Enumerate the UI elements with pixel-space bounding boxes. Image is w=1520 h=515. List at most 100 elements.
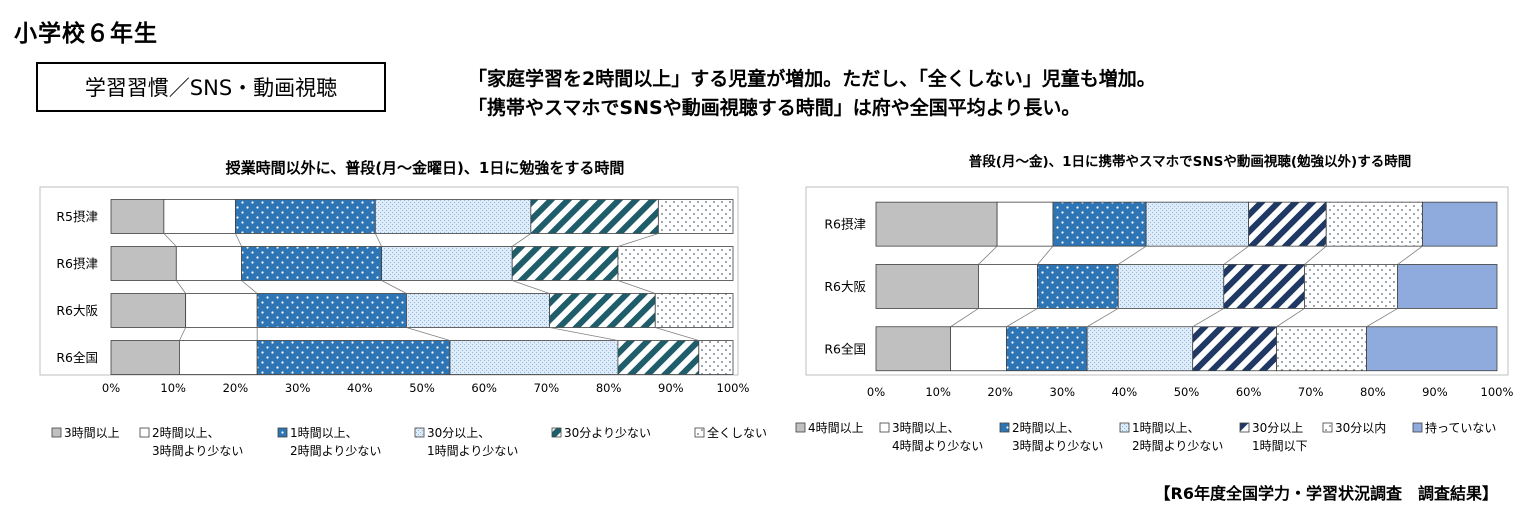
legend-swatch [1322, 422, 1333, 433]
chart-title: 授業時間以外に、普段(月～金曜日)、1日に勉強をする時間 [226, 159, 625, 177]
x-tick-label: 20% [987, 385, 1013, 399]
bar-segment [549, 293, 656, 328]
connector-line [1037, 245, 1054, 265]
bar-segment [1145, 201, 1250, 247]
connector-line [617, 233, 659, 247]
study-time-chart: 授業時間以外に、普段(月～金曜日)、1日に勉強をする時間 R5摂津 R6摂津 R6大阪… [39, 159, 767, 458]
x-tick-label: 80% [1360, 385, 1386, 399]
plot-frame [805, 186, 1509, 376]
legend-label: 3時間より少ない [152, 444, 243, 458]
bar-segment [1086, 326, 1194, 372]
headline-line-1: 「家庭学習を2時間以上」する児童が増加。ただし、「全くしない」児童も増加。 [468, 68, 1156, 90]
x-tick-label: 30% [1050, 385, 1076, 399]
connector-line [511, 233, 532, 247]
bar-segment [110, 199, 165, 234]
connector-line [1276, 308, 1305, 328]
bar-segment [1037, 264, 1119, 309]
legend-label: 全くしない [707, 425, 767, 440]
bar-segment [875, 264, 979, 309]
legend-swatch [879, 422, 890, 433]
legend-swatch [51, 427, 62, 438]
legend-label: 2時間以上、 [1012, 421, 1080, 435]
legend-swatch [795, 422, 806, 433]
legend-label: 4時間以上 [808, 421, 864, 435]
x-tick-label: 60% [471, 381, 497, 395]
legend-swatch [1412, 422, 1423, 433]
plot-frame [39, 186, 739, 376]
bar-segment [1248, 201, 1327, 247]
legend-swatch [277, 427, 288, 438]
bar-segment [996, 201, 1054, 247]
bar-segment [698, 340, 734, 375]
bar-segment [1117, 264, 1225, 309]
connector-line [374, 233, 382, 247]
bar-segment [1366, 326, 1498, 372]
bar-segment [1192, 326, 1277, 372]
bar-segment [511, 246, 619, 281]
bar-segment [381, 246, 513, 281]
topic-box: 学習習慣／SNS・動画視聴 [36, 62, 386, 112]
x-tick-label: 10% [160, 381, 186, 395]
connector-line [950, 308, 979, 328]
bar-segment [110, 246, 177, 281]
bar-segment [241, 246, 382, 281]
bar-segment [1325, 201, 1423, 247]
category-label: R6全国 [824, 341, 866, 356]
bar-segment [1276, 326, 1367, 372]
bar-segment [1422, 201, 1498, 247]
bar-segment [875, 326, 951, 372]
bar-segment [449, 340, 619, 375]
connector-line [512, 280, 550, 294]
connector-line [175, 280, 186, 294]
x-tick-label: 70% [534, 381, 560, 395]
connector-line [549, 327, 619, 341]
bar-segment [1304, 264, 1399, 309]
x-tick-label: 0% [867, 385, 885, 399]
legend-label: 3時間より少ない [1012, 439, 1103, 453]
legend-label: 2時間より少ない [1132, 439, 1223, 453]
x-tick-label: 40% [1112, 385, 1138, 399]
legend-label: 4時間より少ない [892, 439, 983, 453]
source-note: 【R6年度全国学力・学習状況調査 調査結果】 [1154, 484, 1498, 503]
bar-segment [1397, 264, 1498, 309]
legend-swatch [999, 422, 1010, 433]
connector-line [1086, 308, 1119, 328]
connector-line [1397, 245, 1423, 265]
bar-segment [1223, 264, 1305, 309]
connector-line [1117, 245, 1147, 265]
x-tick-label: 30% [285, 381, 311, 395]
category-label: R6大阪 [56, 303, 98, 318]
legend-swatch [1239, 422, 1250, 433]
connector-line [406, 327, 451, 341]
connector-line [235, 233, 242, 247]
bar-segment [110, 293, 187, 328]
legend-label: 30分以上 [1252, 421, 1303, 435]
legend-swatch [414, 427, 425, 438]
x-tick-label: 10% [925, 385, 951, 399]
legend-label: 1時間以下 [1252, 439, 1308, 453]
x-tick-label: 40% [347, 381, 373, 395]
x-tick-label: 50% [409, 381, 435, 395]
legend-label: 1時間以上、 [290, 426, 358, 440]
bar-segment [530, 199, 659, 234]
bar-segment [179, 340, 258, 375]
connector-line [1192, 308, 1224, 328]
connector-line [978, 245, 998, 265]
connector-line [655, 327, 699, 341]
page-title: 小学校６年生 [14, 21, 158, 47]
bar-segment [234, 199, 376, 234]
bar-segment [657, 199, 734, 234]
x-tick-label: 20% [223, 381, 249, 395]
bar-segment [1052, 201, 1147, 247]
legend-label: 2時間より少ない [290, 444, 381, 458]
topic-label: 学習習慣／SNS・動画視聴 [84, 76, 338, 100]
x-tick-label: 0% [102, 381, 120, 395]
bar-segment [110, 340, 180, 375]
bar-segment [978, 264, 1038, 309]
x-tick-label: 90% [1422, 385, 1448, 399]
bar-segment [185, 293, 258, 328]
bar-segment [875, 201, 998, 247]
x-tick-label: 50% [1174, 385, 1200, 399]
connector-line [241, 280, 258, 294]
